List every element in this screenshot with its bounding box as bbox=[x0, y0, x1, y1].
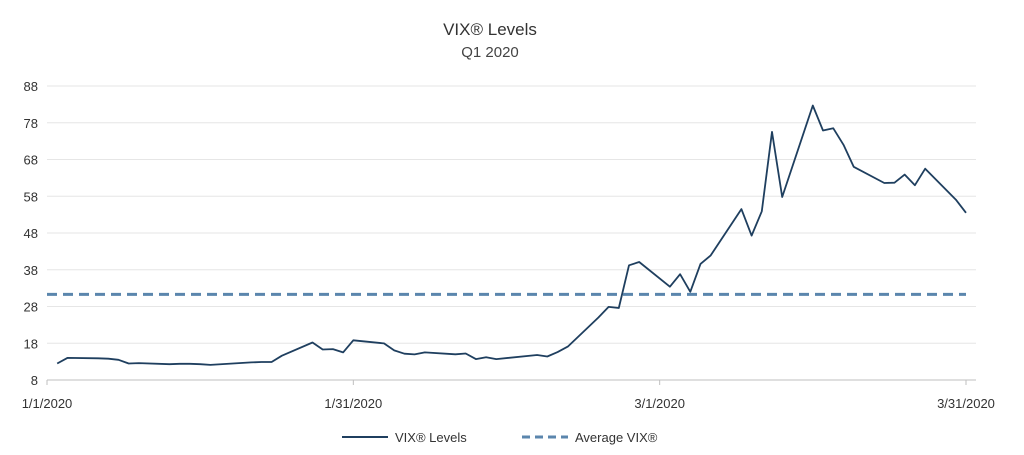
y-tick-label: 68 bbox=[24, 153, 38, 168]
x-tick-label: 3/1/2020 bbox=[634, 396, 685, 411]
vix-levels-line bbox=[56, 104, 967, 366]
gridlines bbox=[47, 85, 976, 381]
y-tick-label: 8 bbox=[31, 373, 38, 388]
legend-average-vix-label: Average VIX® bbox=[575, 430, 658, 445]
y-tick-label: 48 bbox=[24, 226, 38, 241]
x-tick-label: 1/31/2020 bbox=[324, 396, 382, 411]
series-group bbox=[47, 104, 967, 366]
y-axis-ticks: 8 18 28 38 48 58 68 78 88 bbox=[24, 79, 38, 388]
y-tick-label: 28 bbox=[24, 300, 38, 315]
y-tick-label: 58 bbox=[24, 189, 38, 204]
chart-title: VIX® Levels bbox=[443, 20, 537, 39]
x-axis-ticks: 1/1/2020 1/31/2020 3/1/2020 3/31/2020 bbox=[22, 380, 995, 411]
y-tick-label: 88 bbox=[24, 79, 38, 94]
legend-vix-levels-label: VIX® Levels bbox=[395, 430, 467, 445]
legend: VIX® Levels Average VIX® bbox=[342, 430, 658, 445]
y-tick-label: 38 bbox=[24, 263, 38, 278]
x-tick-label: 3/31/2020 bbox=[937, 396, 995, 411]
chart-subtitle: Q1 2020 bbox=[461, 44, 519, 61]
x-tick-label: 1/1/2020 bbox=[22, 396, 73, 411]
y-tick-label: 18 bbox=[24, 336, 38, 351]
y-tick-label: 78 bbox=[24, 116, 38, 131]
